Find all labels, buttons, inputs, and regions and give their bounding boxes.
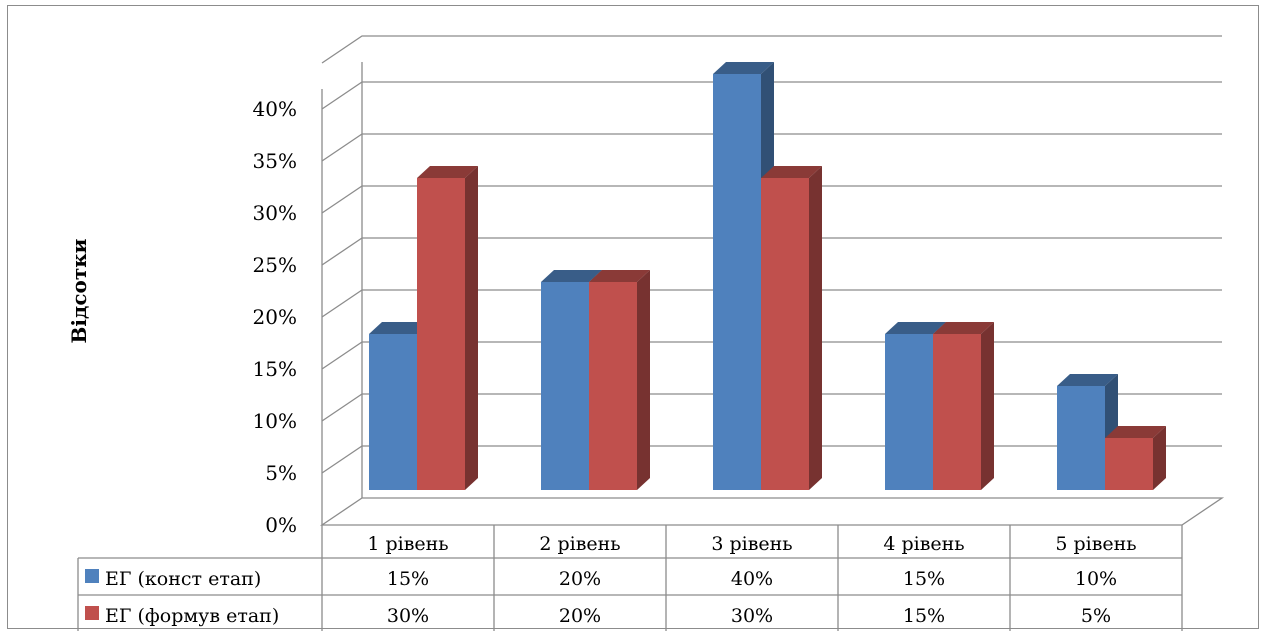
bar-top [885,322,946,334]
gridline [321,185,1222,214]
bar-top [1057,374,1118,386]
gridline [321,237,1222,266]
bar-front [885,334,933,490]
gridline [321,81,1222,110]
table-cell-value: 15% [387,568,429,590]
legend-entry: ЕГ (конст етап) [105,568,261,590]
gridline-top [321,35,1222,64]
table-cell-value: 20% [559,605,601,627]
bar-side [465,166,478,490]
legend-swatch [85,569,99,583]
bar-side [981,322,994,490]
bar-side [637,270,650,490]
bar-front [713,74,761,490]
table-cell-value: 20% [559,568,601,590]
table-cell-value: 15% [903,568,945,590]
x-tick-label: 1 рівень [367,533,448,555]
y-tick-label: 15% [253,357,297,381]
y-tick-label: 5% [265,461,297,485]
bar-side [809,166,822,490]
bar-front [1057,386,1105,490]
bars [369,62,1166,490]
x-tick-label: 5 рівень [1055,533,1136,555]
bar-front [1105,438,1153,490]
y-tick-label: 25% [253,253,297,277]
bar-top [713,62,774,74]
bar-top [1105,426,1166,438]
bar-top [369,322,430,334]
bar [933,322,994,490]
x-tick-label: 2 рівень [539,533,620,555]
table-cell-value: 40% [731,568,773,590]
bar-top [541,270,602,282]
bar-front [761,178,809,490]
floor [319,497,1225,526]
bar-front [541,282,589,490]
y-tick-label: 20% [253,305,297,329]
table-cell-value: 15% [903,605,945,627]
table-cell-value: 5% [1081,605,1111,627]
bar-front [933,334,981,490]
bar [761,166,822,490]
legend-swatch [85,606,99,620]
bar-front [589,282,637,490]
bar [417,166,478,490]
bar-side [1153,426,1166,490]
gridline [321,289,1222,318]
x-tick-label: 3 рівень [711,533,792,555]
x-tick-label: 4 рівень [883,533,964,555]
bar [589,270,650,490]
table-cell-value: 10% [1075,568,1117,590]
bar-front [369,334,417,490]
y-tick-label: 35% [253,149,297,173]
table-cell-value: 30% [731,605,773,627]
y-tick-label: 10% [253,409,297,433]
bar [1105,426,1166,490]
y-tick-label: 30% [253,201,297,225]
bar-top [933,322,994,334]
y-axis-label: Відсотки [67,238,91,343]
legend-entry: ЕГ (формув етап) [105,605,279,627]
data-table: 1 рівень 15% 30% 2 рівень 20% 20% 3 рівень 40% 3… [77,525,1183,631]
bar-top [761,166,822,178]
table-cell-value: 30% [387,605,429,627]
y-tick-label: 0% [265,513,297,537]
bar-top [417,166,478,178]
y-tick-label: 40% [253,97,297,121]
y-axis-ticks: 0% 5% 10% 15% 20% 25% 30% 35% 40% [253,97,297,537]
gridline [321,133,1222,162]
bar-top [589,270,650,282]
bar-front [417,178,465,490]
